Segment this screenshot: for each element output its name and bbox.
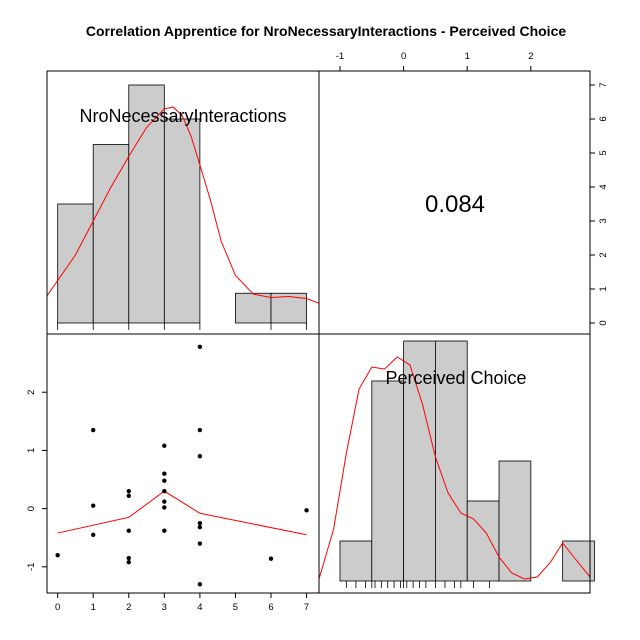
scatter-point	[162, 488, 167, 494]
tick-label: -1	[26, 563, 37, 571]
tick-label: 6	[598, 116, 609, 121]
variable-label-x1: NroNecessaryInteractions	[79, 106, 286, 126]
tick-label: 0	[55, 602, 60, 613]
variable-label-x2: Perceived Choice	[385, 368, 526, 388]
panel-border	[46, 333, 320, 594]
tick-label: 5	[598, 150, 609, 155]
tick-label: 3	[162, 602, 167, 613]
scatter-point	[126, 559, 131, 565]
histogram-bar	[92, 144, 130, 324]
scatter-point	[162, 443, 167, 448]
scatter-point	[91, 503, 96, 508]
loess-line	[57, 490, 307, 536]
scatter-point	[197, 344, 203, 350]
tick-label: 2	[26, 390, 37, 395]
tick-label: 4	[197, 602, 202, 613]
scatter-points-layer	[55, 344, 309, 587]
histogram-bar	[562, 540, 595, 582]
histogram-bar	[466, 500, 500, 582]
axes-layer	[42, 66, 595, 598]
tick-label: 0	[598, 320, 609, 325]
scatter-point	[197, 525, 203, 530]
histogram-bars-layer	[57, 84, 595, 582]
density-line	[46, 106, 320, 304]
tick-label: 3	[598, 218, 609, 223]
panel-labels-layer: 0 1 2 3 4 5 6 7 -1 0 1 2 -1 0 1 2 0 1 2 3 4 5 6 7 NroNecessaryIn…	[26, 51, 609, 613]
histogram-bar	[163, 118, 201, 324]
tick-label: -1	[336, 51, 344, 62]
scatter-point	[126, 493, 131, 499]
scatter-point	[162, 471, 167, 476]
histogram-bar	[57, 203, 94, 324]
scatter-point	[91, 532, 96, 537]
histogram-bar	[435, 340, 468, 582]
tick-label: 7	[598, 82, 609, 87]
scatter-point	[126, 555, 131, 561]
scatter-point	[162, 505, 167, 510]
tick-label: 0	[26, 506, 37, 511]
tick-label: 1	[26, 448, 37, 453]
scatter-point	[268, 556, 274, 561]
histogram-bar	[128, 84, 165, 324]
tick-label: 1	[91, 602, 96, 613]
histogram-bar	[403, 340, 436, 582]
histogram-bar	[235, 292, 272, 324]
tick-label: 1	[465, 51, 470, 62]
scatter-point	[197, 582, 203, 587]
scatter-point	[197, 427, 203, 433]
tick-label: 5	[233, 602, 238, 613]
tick-label: 1	[598, 286, 609, 291]
tick-label: 2	[598, 252, 609, 257]
chart-title: Correlation Apprentice for NroNecessaryI…	[86, 23, 567, 39]
scatter-point	[55, 552, 60, 558]
tick-label: 0	[401, 51, 406, 62]
scatter-point	[162, 528, 167, 533]
histogram-bar	[498, 460, 532, 582]
scatter-point	[91, 427, 96, 433]
scatter-point	[197, 520, 203, 526]
scatter-point	[162, 478, 167, 483]
scatter-point	[304, 508, 309, 513]
correlation-value: 0.084	[425, 191, 485, 218]
histogram-bar	[339, 540, 373, 582]
density-line	[318, 356, 591, 580]
tick-label: 4	[598, 184, 609, 189]
scatter-point	[126, 528, 131, 533]
scatter-point	[126, 488, 131, 494]
tick-label: 2	[126, 602, 131, 613]
tick-label: 6	[268, 602, 273, 613]
histogram-bar	[371, 380, 405, 582]
tick-label: 7	[304, 602, 309, 613]
scatter-point	[197, 454, 203, 459]
scatter-point	[197, 541, 203, 546]
panel-border	[318, 333, 591, 594]
tick-label: 2	[528, 51, 533, 62]
scatter-point	[162, 499, 167, 504]
